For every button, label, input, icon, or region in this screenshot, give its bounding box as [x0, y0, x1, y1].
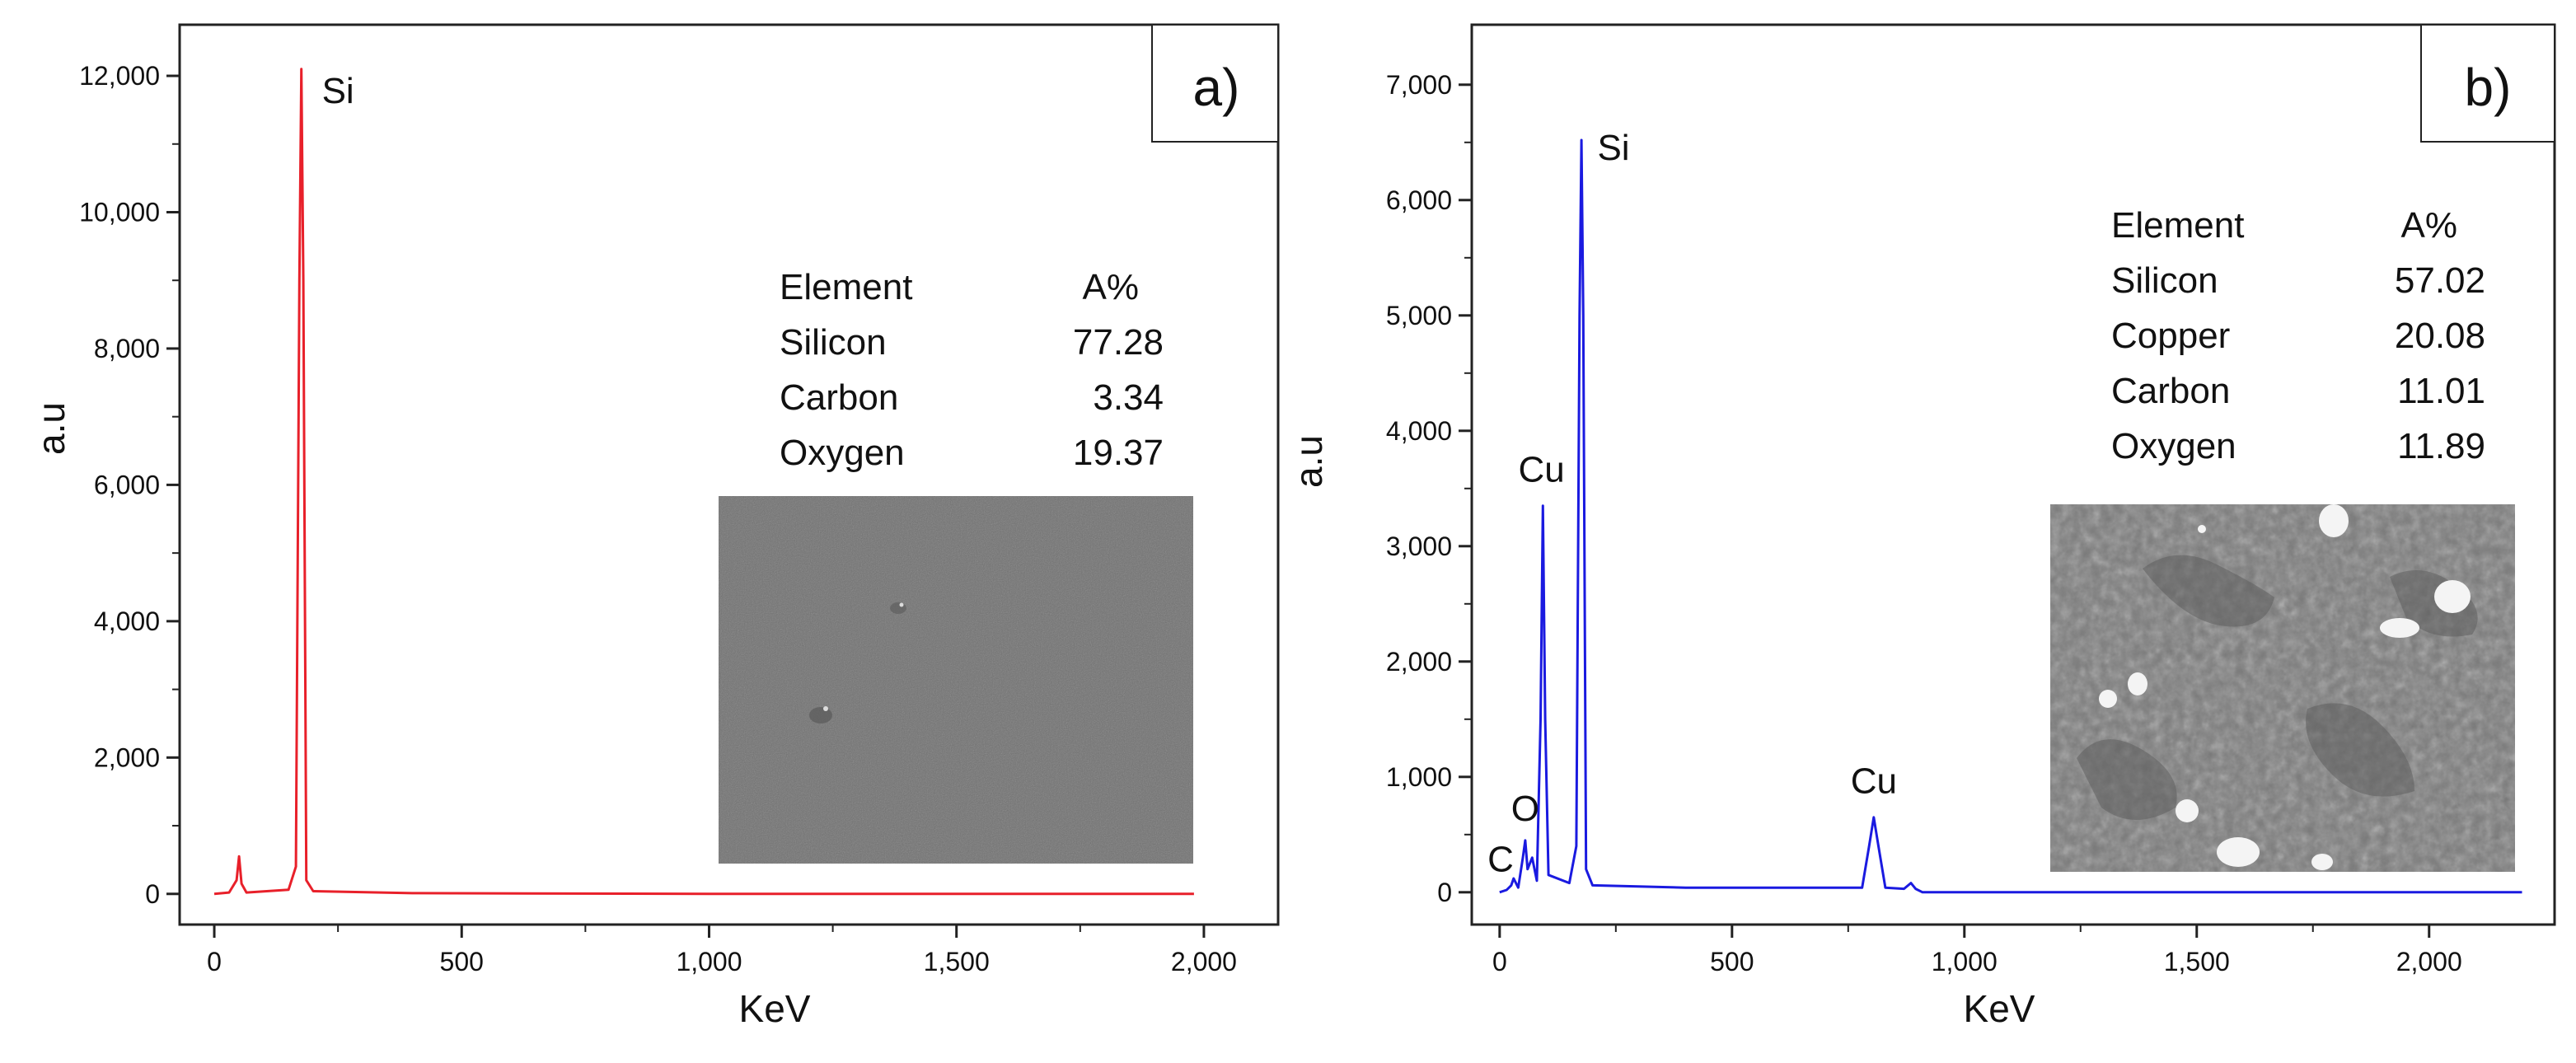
peak-label: Cu	[1518, 449, 1564, 489]
panel-b-table-value: 20.08	[2395, 316, 2485, 356]
y-tick-label: 0	[145, 879, 160, 909]
panel-a: 0 500 1,000 1,500 2,000 0 2,000 4,000 6,000 8,000…	[30, 23, 1280, 1030]
panel-b-label: b)	[2465, 58, 2512, 117]
panel-a-table-value: 3.34	[1093, 377, 1164, 418]
x-tick-label: 2,000	[1171, 947, 1237, 976]
panel-b-table-element: Oxygen	[2111, 426, 2236, 466]
x-tick-label: 0	[207, 947, 222, 976]
panel-b-table-element: Copper	[2111, 316, 2230, 356]
panel-b-inset-particle	[2319, 504, 2349, 537]
y-tick-label: 12,000	[79, 61, 160, 91]
panel-b-element-table: Element A% Silicon 57.02 Copper 20.08 Ca…	[2111, 205, 2485, 466]
panel-b-table-element: Carbon	[2111, 371, 2230, 411]
y-tick-label: 10,000	[79, 198, 160, 227]
y-tick-label: 6,000	[94, 470, 160, 499]
x-tick-label: 500	[1710, 947, 1754, 976]
panel-b-table-value: 11.01	[2397, 371, 2485, 411]
panel-a-table-header-value: A%	[1083, 267, 1139, 307]
panel-a-table-value: 19.37	[1073, 433, 1164, 473]
x-tick-label: 500	[440, 947, 484, 976]
panel-a-xlabel: KeV	[739, 987, 811, 1030]
panel-b-inset-particle	[2099, 690, 2117, 708]
panel-a-ticks	[166, 74, 1206, 938]
y-tick-label: 0	[1437, 878, 1452, 907]
panel-b-inset-particle	[2176, 799, 2199, 822]
y-tick-label: 4,000	[94, 606, 160, 636]
panel-a-plot-frame	[178, 23, 1280, 926]
panel-b-table-element: Silicon	[2111, 260, 2218, 301]
panel-b-table-value: 11.89	[2397, 426, 2485, 466]
x-tick-label: 2,000	[2396, 947, 2462, 976]
panel-b-table-header-element: Element	[2111, 205, 2244, 246]
panel-b-inset-particles	[2099, 504, 2471, 870]
panel-a-table-element: Carbon	[780, 377, 898, 418]
y-tick-label: 4,000	[1386, 416, 1452, 446]
panel-a-element-table: Element A% Silicon 77.28 Carbon 3.34 Oxy…	[780, 267, 1164, 473]
panel-a-table-element: Oxygen	[780, 433, 905, 473]
panel-a-inset-spot	[890, 602, 906, 614]
panel-b-annotations: Si Cu OC Cu	[1487, 128, 1897, 880]
panel-b-inset-particle	[2128, 672, 2147, 695]
y-tick-label: 3,000	[1386, 532, 1452, 561]
panel-b-inset-particle	[2434, 580, 2471, 613]
x-tick-label: 1,500	[2164, 947, 2230, 976]
peak-label: Si	[322, 71, 354, 111]
x-tick-label: 0	[1492, 947, 1507, 976]
y-tick-label: 5,000	[1386, 301, 1452, 330]
panel-b-inset-particle	[2380, 618, 2419, 638]
x-tick-label: 1,500	[924, 947, 990, 976]
panel-b-inset-particle	[2311, 854, 2333, 870]
panel-b-label-box	[2420, 24, 2555, 143]
y-tick-label: 6,000	[1386, 185, 1452, 215]
x-tick-label: 1,000	[1932, 947, 1998, 976]
panel-b-spectrum-line	[1499, 138, 2522, 894]
peak-label: C	[1487, 840, 1514, 880]
peak-label: Cu	[1851, 761, 1897, 801]
y-tick-label: 8,000	[94, 334, 160, 363]
panel-a-inset-texture	[719, 496, 1193, 864]
x-tick-label: 1,000	[676, 947, 742, 976]
panel-a-inset-spot	[809, 707, 832, 723]
y-tick-label: 2,000	[1386, 647, 1452, 677]
panel-b-table-header-value: A%	[2401, 205, 2457, 246]
panel-b-inset-dark-region	[2077, 739, 2177, 820]
panel-a-annotations: Si	[322, 71, 354, 111]
panel-b-ticks	[1459, 83, 2431, 938]
panel-a-inset	[719, 496, 1193, 864]
panel-a-inset-speck	[899, 602, 904, 607]
peak-label: O	[1511, 789, 1539, 829]
panel-a-ylabel: a.u	[30, 402, 73, 455]
panel-b-inset-dark-region	[2306, 703, 2414, 797]
panel-a-spectrum-line	[213, 68, 1194, 896]
panel-a-inset-speck	[823, 706, 828, 711]
y-tick-label: 1,000	[1386, 762, 1452, 792]
panel-b-inset	[2050, 504, 2515, 872]
y-tick-label: 7,000	[1386, 70, 1452, 100]
panel-a-tick-labels: 0 500 1,000 1,500 2,000 0 2,000 4,000 6,000 8,000…	[79, 61, 1237, 976]
panel-a-table-value: 77.28	[1073, 322, 1164, 363]
peak-label: Si	[1597, 128, 1629, 168]
panel-b-inset-particle	[2217, 837, 2260, 867]
panel-b: 0 500 1,000 1,500 2,000 0 1,000 2,000 3,000 4,000…	[1287, 23, 2556, 1030]
panel-a-table-element: Silicon	[780, 322, 887, 363]
y-tick-label: 2,000	[94, 742, 160, 772]
panel-a-table-header-element: Element	[780, 267, 912, 307]
panel-b-table-value: 57.02	[2395, 260, 2485, 301]
panel-b-ylabel: a.u	[1287, 435, 1330, 488]
panel-b-inset-particle	[2198, 525, 2206, 533]
panel-b-plot-frame	[1470, 23, 2556, 926]
panel-b-inset-dark-region	[2143, 555, 2274, 627]
panel-b-tick-labels: 0 500 1,000 1,500 2,000 0 1,000 2,000 3,000 4,000…	[1386, 70, 2462, 976]
panel-a-label-box	[1151, 24, 1279, 143]
panel-b-xlabel: KeV	[1964, 987, 2035, 1030]
panel-a-label: a)	[1193, 58, 1240, 117]
